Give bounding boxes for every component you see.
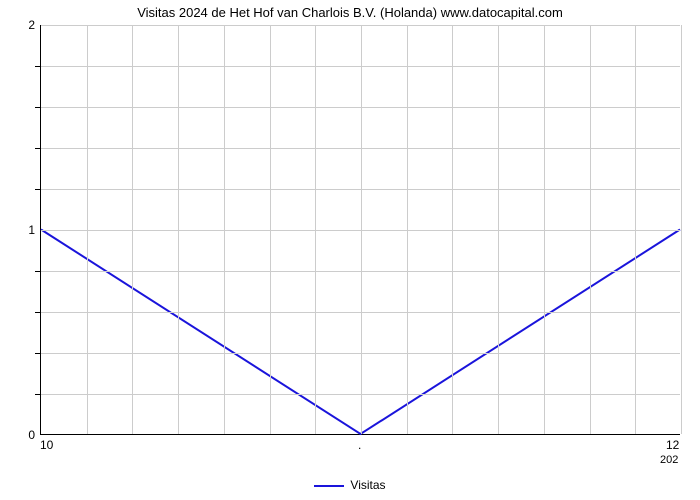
grid-line-h-minor (41, 312, 680, 313)
grid-line-h (41, 230, 680, 231)
y-tick-label: 2 (28, 18, 35, 32)
y-minor-tick (35, 189, 40, 190)
chart-container: Visitas 2024 de Het Hof van Charlois B.V… (0, 0, 700, 500)
grid-line-h-minor (41, 189, 680, 190)
grid-line-v (681, 25, 682, 434)
x-tick-label: 10 (40, 438, 53, 452)
grid-line-h-minor (41, 148, 680, 149)
y-minor-tick (35, 394, 40, 395)
grid-line-h-minor (41, 66, 680, 67)
y-minor-tick (35, 312, 40, 313)
y-minor-tick (35, 107, 40, 108)
y-minor-tick (35, 66, 40, 67)
y-minor-tick (35, 148, 40, 149)
grid-line-h-minor (41, 107, 680, 108)
grid-line-h-minor (41, 353, 680, 354)
grid-line-h (41, 25, 680, 26)
y-tick-label: 1 (28, 223, 35, 237)
y-minor-tick (35, 271, 40, 272)
y-minor-tick (35, 353, 40, 354)
x-center-dot: . (358, 438, 361, 452)
grid-line-h-minor (41, 394, 680, 395)
grid-line-h-minor (41, 271, 680, 272)
plot-area (40, 25, 680, 435)
x-sub-label: 202 (660, 454, 678, 466)
legend: Visitas (0, 478, 700, 492)
y-tick-label: 0 (28, 428, 35, 442)
legend-swatch (314, 485, 344, 487)
legend-label: Visitas (350, 478, 385, 492)
chart-title: Visitas 2024 de Het Hof van Charlois B.V… (0, 5, 700, 20)
x-tick-label: 12 (666, 438, 679, 452)
